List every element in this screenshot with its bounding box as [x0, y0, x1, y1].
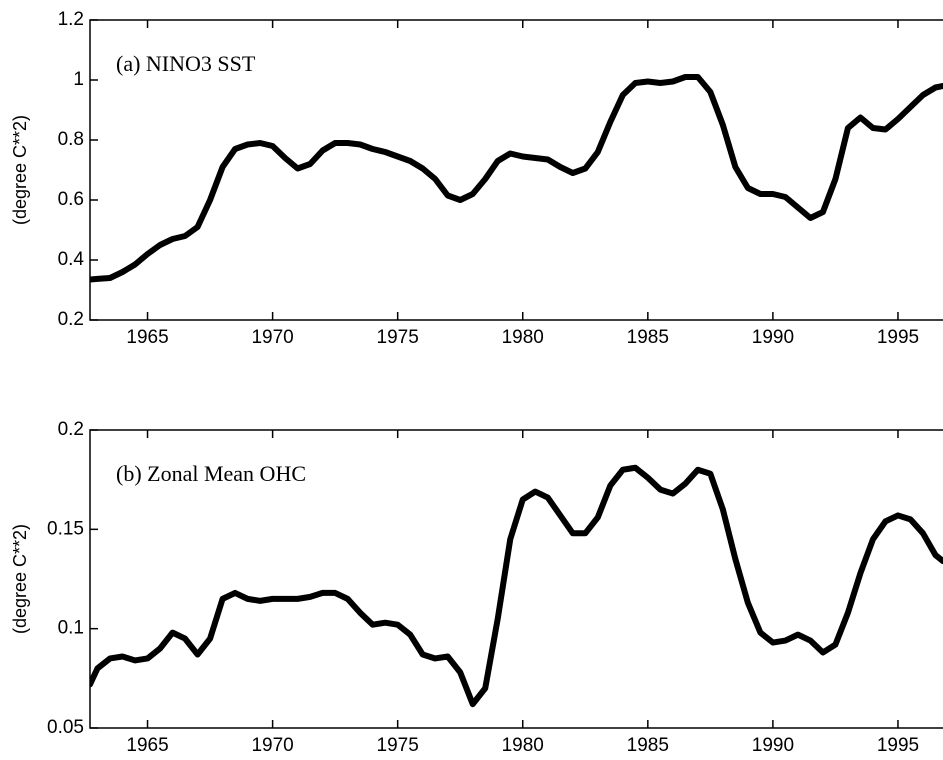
x-tick-label: 1965 [126, 327, 168, 348]
annotation: (b) Zonal Mean OHC [116, 461, 306, 486]
y-tick-label: 0.1 [58, 618, 84, 639]
y-tick-label: 0.8 [58, 129, 84, 150]
x-tick-label: 1990 [752, 327, 794, 348]
y-tick-label: 1 [73, 69, 84, 90]
y-axis-label: (degree C**2) [10, 115, 30, 225]
annotation: (a) NINO3 SST [116, 51, 256, 76]
x-tick-label: 1965 [126, 735, 168, 756]
y-tick-label: 0.15 [47, 518, 84, 539]
x-tick-label: 1980 [502, 327, 544, 348]
plot-frame [89, 429, 943, 729]
y-axis-label: (degree C**2) [10, 524, 30, 634]
x-tick-label: 1985 [627, 327, 669, 348]
x-tick-label: 1990 [752, 735, 794, 756]
x-tick-label: 1975 [377, 327, 419, 348]
y-tick-label: 1.2 [58, 9, 84, 30]
x-tick-label: 1980 [502, 735, 544, 756]
y-tick-label: 0.2 [58, 419, 84, 440]
x-tick-label: 1995 [877, 735, 919, 756]
data-line [90, 464, 943, 708]
x-tick-label: 1970 [251, 327, 293, 348]
y-tick-label: 0.6 [58, 189, 84, 210]
x-tick-label: 1985 [627, 735, 669, 756]
y-tick-label: 0.4 [58, 249, 85, 270]
y-tick-label: 0.05 [47, 717, 84, 738]
x-tick-label: 1975 [377, 735, 419, 756]
x-tick-label: 1970 [251, 735, 293, 756]
data-line [90, 74, 943, 283]
x-tick-label: 1995 [877, 327, 919, 348]
y-tick-label: 0.2 [58, 309, 84, 330]
plot-frame [89, 19, 943, 321]
